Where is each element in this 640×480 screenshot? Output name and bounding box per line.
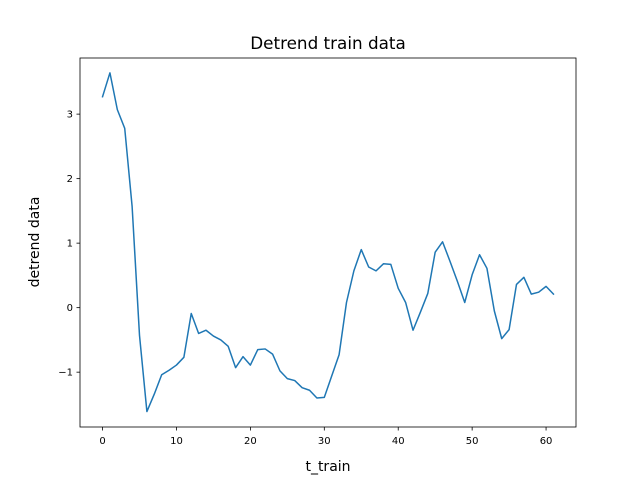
y-tick-label: 0 — [67, 303, 73, 314]
y-tick-label: 2 — [67, 174, 73, 185]
chart-title: Detrend train data — [250, 33, 406, 53]
axes-frame — [79, 57, 577, 428]
y-axis-label: detrend data — [27, 197, 43, 288]
x-tick-label: 60 — [540, 436, 553, 447]
y-tick-label: 1 — [67, 239, 73, 250]
plot-area: 0 10 20 30 40 50 60 −1 0 1 2 3 — [58, 57, 577, 447]
y-tick-label: 3 — [67, 110, 73, 121]
x-tick-label: 50 — [466, 436, 479, 447]
series-line — [101, 72, 555, 413]
x-tick-label: 0 — [99, 436, 105, 447]
x-tick-label: 10 — [170, 436, 183, 447]
x-tick-label: 30 — [318, 436, 331, 447]
x-axis-label: t_train — [305, 459, 350, 475]
x-tick-label: 20 — [244, 436, 257, 447]
x-tick-label: 40 — [392, 436, 405, 447]
y-tick-label: −1 — [58, 368, 73, 379]
